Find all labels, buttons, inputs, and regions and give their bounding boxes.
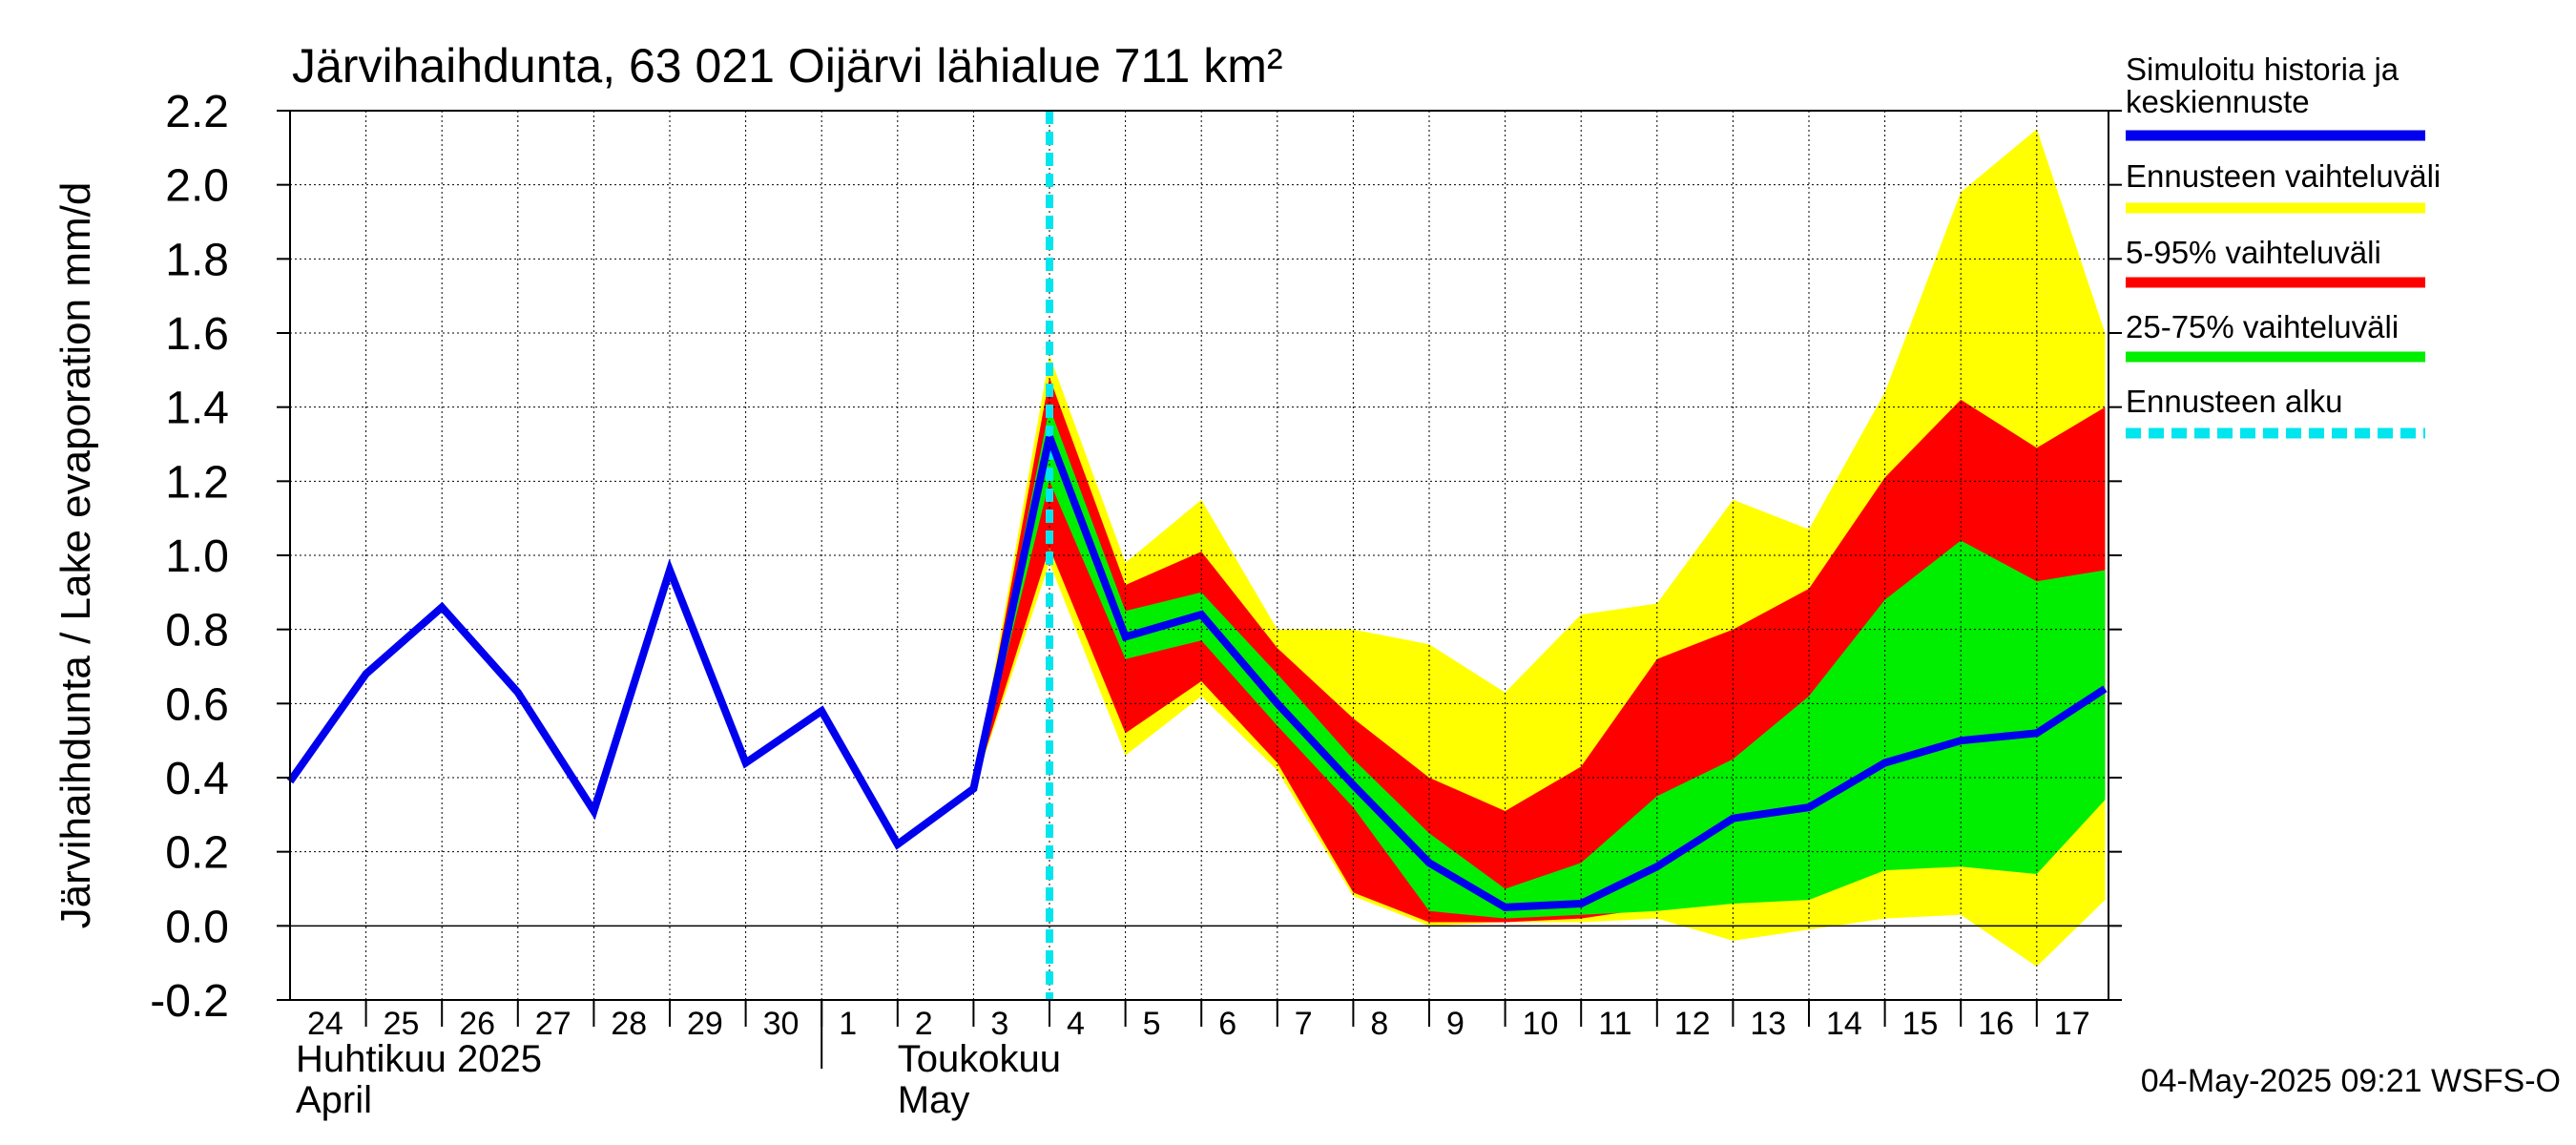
month-label-fi: Toukokuu [898,1038,1061,1080]
axes: -0.2 0.0 0.2 0.4 0.6 0.8 1.0 1.2 1.4 1.6 1.8 2.0 2.2… [150,87,2122,1121]
y-tick-label: 1.2 [165,457,229,508]
y-tick-label: 0.6 [165,679,229,730]
x-tick-label: 9 [1446,1006,1465,1042]
legend-label: 5-95% vaihteluväli [2126,235,2381,270]
y-tick-label: -0.2 [150,976,229,1027]
x-tick-label: 10 [1523,1006,1559,1042]
legend-label: Simuloitu historia ja [2126,52,2399,87]
x-tick-label: 13 [1750,1006,1786,1042]
x-tick-label: 14 [1826,1006,1862,1042]
y-tick-label: 0.8 [165,606,229,656]
y-tick-label: 1.0 [165,531,229,582]
history-line [286,435,1053,850]
x-tick-label: 6 [1218,1006,1236,1042]
x-tick-label: 26 [459,1006,495,1042]
month-label-en: April [296,1079,372,1121]
x-tick-label: 25 [384,1006,420,1042]
legend-label: Ennusteen vaihteluväli [2126,158,2441,194]
x-tick-label: 29 [687,1006,723,1042]
x-tick-label: 12 [1674,1006,1711,1042]
y-tick-label: 0.0 [165,902,229,952]
y-axis-label: Järvihaihdunta / Lake evaporation mm/d [52,182,99,929]
y-tick-label: 2.2 [165,87,229,137]
series-lines [286,111,2108,1000]
x-tick-label: 8 [1370,1006,1388,1042]
y-tick-label: 1.4 [165,384,229,434]
x-tick-label: 5 [1143,1006,1161,1042]
y-tick-label: 0.4 [165,754,229,804]
x-tick-label: 24 [307,1006,343,1042]
month-label-fi: Huhtikuu 2025 [296,1038,542,1080]
legend-label: Ennusteen alku [2126,384,2343,419]
y-tick-label: 1.6 [165,309,229,360]
y-tick-label: 0.2 [165,828,229,879]
forecast-bands [973,129,2106,967]
band-25-75 [973,406,2106,919]
x-tick-label: 7 [1295,1006,1313,1042]
y-tick-label: 2.0 [165,161,229,212]
x-tick-label: 15 [1902,1006,1939,1042]
x-tick-label: 28 [611,1006,647,1042]
x-tick-label: 16 [1978,1006,2014,1042]
legend-label: 25-75% vaihteluväli [2126,309,2399,344]
month-label-en: May [898,1079,970,1121]
x-tick-label: 2 [915,1006,933,1042]
y-tick-label: 1.8 [165,235,229,285]
chart-title: Järvihaihdunta, 63 021 Oijärvi lähialue … [292,39,1283,93]
x-tick-label: 30 [763,1006,800,1042]
legend-label: keskiennuste [2126,84,2310,119]
x-tick-label: 11 [1598,1006,1631,1042]
x-tick-label: 1 [839,1006,857,1042]
timestamp: 04-May-2025 09:21 WSFS-O [2141,1063,2561,1099]
x-tick-label: 4 [1067,1006,1085,1042]
x-tick-label: 3 [990,1006,1008,1042]
x-tick-label: 27 [535,1006,571,1042]
forecast-median-line [1046,435,2108,911]
x-tick-label: 17 [2054,1006,2090,1042]
